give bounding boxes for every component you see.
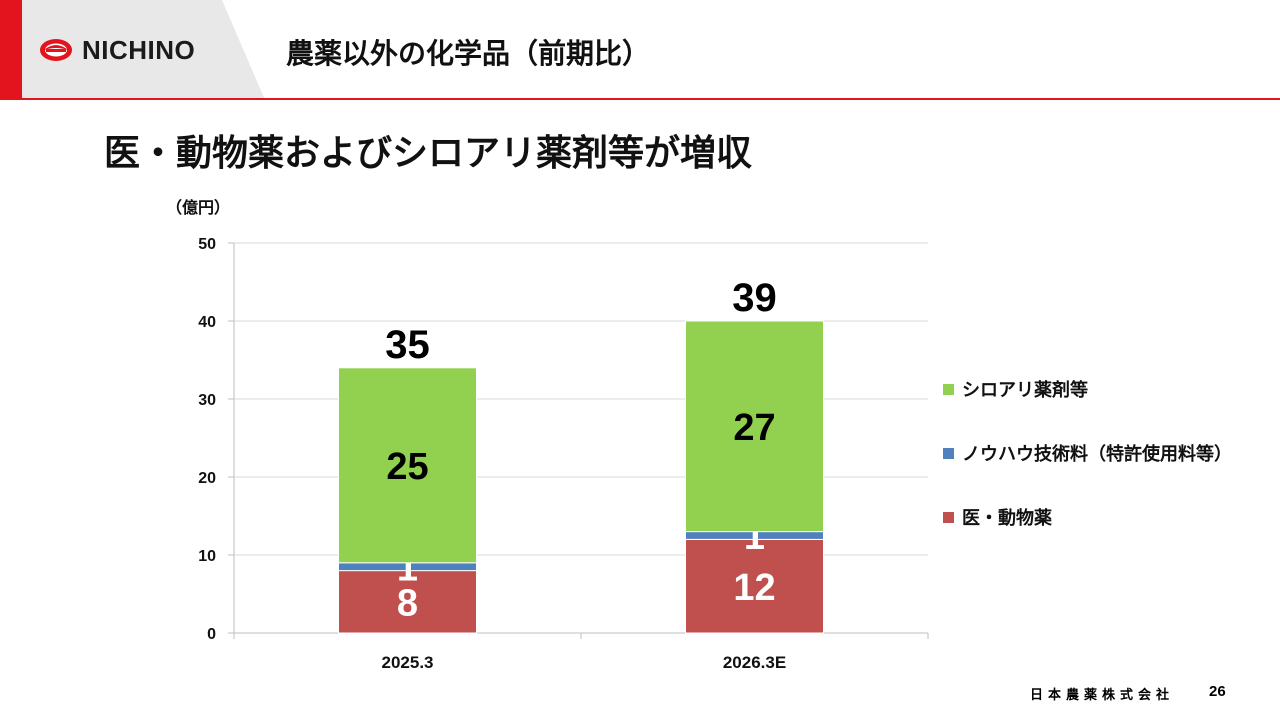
header-red-edge: [0, 0, 22, 100]
segment-value-label: 8: [397, 582, 418, 624]
legend-label-medical: 医・動物薬: [962, 508, 1052, 528]
x-category-label: 2026.3E: [723, 653, 786, 672]
y-tick-label: 50: [198, 236, 216, 253]
slide-title: 農薬以外の化学品（前期比）: [286, 38, 651, 69]
y-tick-label: 30: [198, 392, 216, 409]
total-value-label: 35: [385, 323, 430, 367]
page-number: 26: [1209, 683, 1226, 700]
y-unit-label: （億円）: [166, 198, 230, 217]
header-divider: [22, 98, 1280, 100]
slide-header: NICHINO 農薬以外の化学品（前期比）: [0, 0, 1280, 100]
segment-value-label: 25: [386, 446, 428, 488]
legend-label-termite: シロアリ薬剤等: [962, 380, 1088, 400]
legend-swatch-medical: [943, 511, 954, 523]
total-value-label: 39: [732, 276, 777, 320]
segment-value-label: 27: [733, 407, 775, 449]
bar-segment: [685, 320, 824, 533]
y-tick-label: 10: [198, 548, 216, 565]
legend-item-knowhow: ノウハウ技術料（特許使用料等）: [943, 444, 1232, 464]
legend-swatch-termite: [943, 383, 954, 395]
chart-legend: シロアリ薬剤等 ノウハウ技術料（特許使用料等） 医・動物薬: [943, 380, 1232, 572]
segment-value-label: 12: [733, 567, 775, 609]
legend-item-medical: 医・動物薬: [943, 508, 1232, 528]
legend-item-termite: シロアリ薬剤等: [943, 380, 1232, 400]
footer-company: 日本農薬株式会社: [1030, 687, 1175, 702]
x-category-label: 2025.3: [382, 653, 434, 672]
y-tick-label: 0: [207, 626, 216, 643]
bar-segment: [685, 538, 824, 634]
nichino-emblem-icon: [40, 39, 72, 61]
bar-segment: [338, 367, 477, 564]
bar-segment: [338, 570, 477, 634]
brand-logo: NICHINO: [38, 34, 195, 66]
y-tick-label: 20: [198, 470, 216, 487]
brand-name: NICHINO: [82, 34, 196, 65]
y-tick-label: 40: [198, 314, 216, 331]
legend-label-knowhow: ノウハウ技術料（特許使用料等）: [962, 444, 1232, 464]
legend-swatch-knowhow: [943, 447, 954, 459]
slide-headline: 医・動物薬およびシロアリ薬剤等が増収: [104, 132, 753, 173]
